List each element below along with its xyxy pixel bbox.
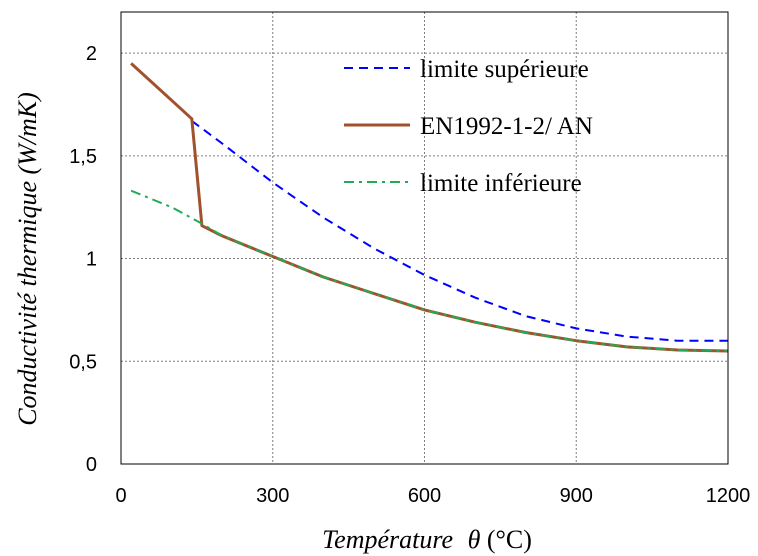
y-axis-label: Conductivité thermique (W/mK) [13,92,42,426]
x-axis-label: Température θ (°C) [322,525,532,554]
grid-lines [121,12,728,464]
x-tick-label: 0 [115,485,126,507]
y-tick-label: 1,5 [69,146,97,168]
y-tick-label: 1 [86,249,97,271]
y-tick-label: 0 [86,454,97,476]
legend-label-1: limite supérieure [420,56,589,83]
y-tick-label: 2 [86,43,97,65]
legend-label-2: EN1992-1-2/ AN [420,113,593,140]
series-line-2 [130,62,729,353]
series-line-3 [130,189,729,352]
x-axis-label-symbol: θ [468,525,481,554]
series-line-1 [191,120,728,342]
plot-area-frame [120,11,729,465]
y-axis-ticks: 0 0,5 1 1,5 2 [69,43,97,476]
x-tick-label: 1200 [706,485,751,507]
x-tick-label: 900 [560,485,593,507]
legend: limite supérieure EN1992-1-2/ AN limite in… [344,56,593,197]
x-axis-label-unit: (°C) [487,525,532,554]
series-layer [130,62,729,353]
x-axis-label-main: Température [322,525,453,554]
y-tick-label: 0,5 [69,351,97,373]
legend-label-3: limite inférieure [420,170,582,197]
x-axis-ticks: 0 300 600 900 1200 [115,485,750,507]
x-tick-label: 600 [408,485,441,507]
x-tick-label: 300 [256,485,289,507]
